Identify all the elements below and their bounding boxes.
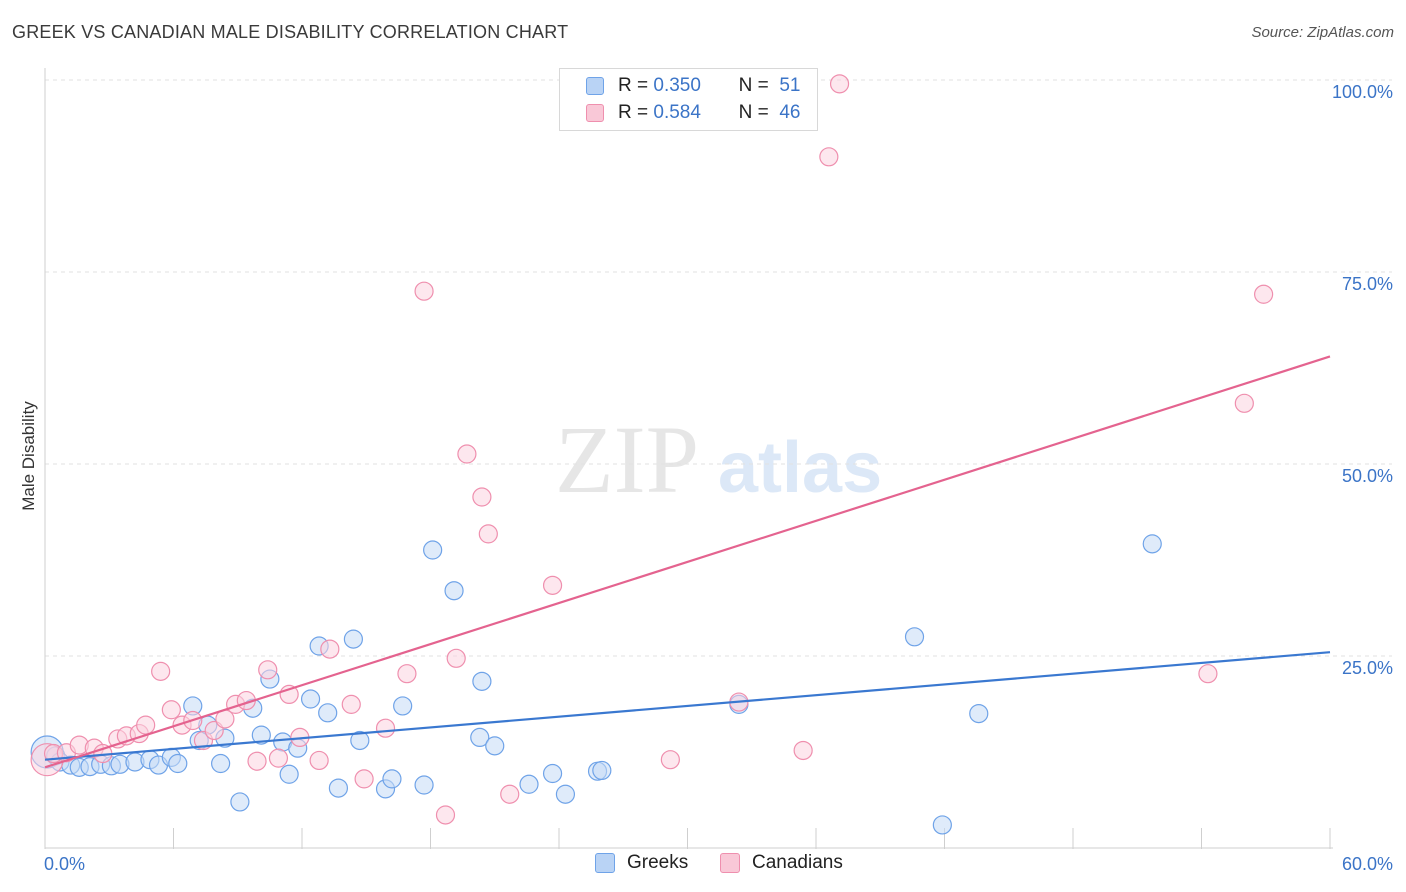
trend-line-canadians xyxy=(44,355,1331,769)
point-greeks-48 xyxy=(932,815,952,835)
bottom-legend-swatch-canadians xyxy=(720,853,740,873)
point-greeks-24 xyxy=(279,764,299,784)
legend-r-value-canadians: 0.584 xyxy=(653,102,701,123)
point-greeks-47 xyxy=(904,627,925,647)
point-canadians-35 xyxy=(478,524,498,544)
point-greeks-45 xyxy=(592,760,612,781)
legend-row-greeks: R = 0.350 N = 51 xyxy=(586,73,800,99)
point-greeks-37 xyxy=(444,581,464,601)
grid-lines xyxy=(45,79,1392,657)
point-canadians-32 xyxy=(446,648,466,668)
bottom-legend-greeks[interactable]: Greeks xyxy=(595,852,688,874)
legend-n-label-greeks: N = xyxy=(738,75,769,96)
point-canadians-38 xyxy=(660,750,680,770)
source-label: Source: ZipAtlas.com xyxy=(1251,24,1394,41)
point-canadians-41 xyxy=(819,147,839,167)
trend-line-greeks xyxy=(44,651,1331,761)
point-canadians-45 xyxy=(1254,284,1274,304)
legend-swatch-greeks xyxy=(586,77,604,95)
bottom-legend-label-canadians: Canadians xyxy=(752,852,843,873)
point-greeks-43 xyxy=(555,784,576,804)
y-tick-label-75: 75.0% xyxy=(1342,274,1393,294)
x-tick-min: 0.0% xyxy=(44,854,85,874)
point-canadians-26 xyxy=(341,694,361,714)
legend-r-value-greeks: 0.350 xyxy=(653,75,701,96)
point-canadians-31 xyxy=(435,805,456,825)
bottom-legend-swatch-greeks xyxy=(595,853,615,873)
legend-swatch-canadians xyxy=(586,104,604,122)
correlation-legend: R = 0.350 N = 51 R = 0.584 N = 46 xyxy=(559,68,818,131)
point-canadians-36 xyxy=(500,784,520,804)
legend-r-label-canadians: R = xyxy=(618,102,649,123)
bottom-legend-canadians[interactable]: Canadians xyxy=(720,852,843,874)
x-tick-max: 60.0% xyxy=(1342,854,1393,874)
y-tick-label-50: 50.0% xyxy=(1342,466,1393,486)
point-greeks-33 xyxy=(382,769,402,789)
point-canadians-11 xyxy=(161,700,181,720)
point-canadians-40 xyxy=(793,740,813,761)
point-canadians-37 xyxy=(542,575,563,595)
point-greeks-40 xyxy=(485,736,505,756)
point-greeks-34 xyxy=(393,696,413,716)
point-greeks-38 xyxy=(470,727,490,748)
x-ticks xyxy=(44,828,1331,849)
point-canadians-34 xyxy=(472,487,492,507)
point-canadians-10 xyxy=(151,661,171,681)
y-tick-label-25: 25.0% xyxy=(1342,658,1393,678)
point-canadians-21 xyxy=(268,748,289,768)
watermark-atlas: atlas xyxy=(718,428,882,508)
axes xyxy=(44,68,1333,849)
point-greeks-50 xyxy=(1142,534,1162,554)
point-greeks-36 xyxy=(423,540,443,560)
y-axis-label: Male Disability xyxy=(19,401,38,511)
legend-row-canadians: R = 0.584 N = 46 xyxy=(586,100,800,126)
point-greeks-26 xyxy=(300,689,321,709)
legend-n-value-greeks: 51 xyxy=(779,75,801,96)
point-canadians-28 xyxy=(375,718,396,738)
trend-lines xyxy=(44,355,1331,769)
legend-n-label-canadians: N = xyxy=(738,102,769,123)
point-greeks-39 xyxy=(472,671,492,691)
point-greeks-28 xyxy=(318,703,338,723)
chart-title: GREEK VS CANADIAN MALE DISABILITY CORREL… xyxy=(12,22,569,42)
point-greeks-29 xyxy=(328,778,349,798)
point-canadians-27 xyxy=(354,769,374,789)
legend-n-value-canadians: 46 xyxy=(779,102,801,123)
point-greeks-17 xyxy=(211,753,231,774)
point-canadians-24 xyxy=(309,750,329,771)
point-greeks-19 xyxy=(230,792,250,812)
point-canadians-42 xyxy=(829,74,850,94)
point-greeks-31 xyxy=(350,730,370,751)
point-canadians-29 xyxy=(397,664,417,684)
point-greeks-41 xyxy=(519,774,539,794)
point-canadians-30 xyxy=(414,281,434,301)
point-greeks-13 xyxy=(168,753,188,774)
y-tick-labels: 25.0% 50.0% 75.0% 100.0% xyxy=(1332,82,1393,678)
legend-r-label-greeks: R = xyxy=(618,75,649,96)
point-canadians-19 xyxy=(247,751,267,771)
point-canadians-33 xyxy=(457,444,477,464)
point-canadians-44 xyxy=(1234,393,1254,413)
point-canadians-25 xyxy=(320,639,340,659)
watermark-zip: ZIP xyxy=(555,406,699,513)
watermark: ZIP atlas xyxy=(555,406,882,513)
point-greeks-21 xyxy=(251,725,271,745)
y-tick-label-100: 100.0% xyxy=(1332,82,1393,102)
point-greeks-49 xyxy=(969,703,989,724)
point-canadians-9 xyxy=(136,715,156,735)
point-greeks-35 xyxy=(414,775,434,795)
point-canadians-43 xyxy=(1198,664,1218,684)
point-canadians-20 xyxy=(258,660,278,680)
bottom-legend-label-greeks: Greeks xyxy=(627,852,689,873)
point-greeks-30 xyxy=(343,629,363,649)
point-greeks-42 xyxy=(542,763,563,784)
